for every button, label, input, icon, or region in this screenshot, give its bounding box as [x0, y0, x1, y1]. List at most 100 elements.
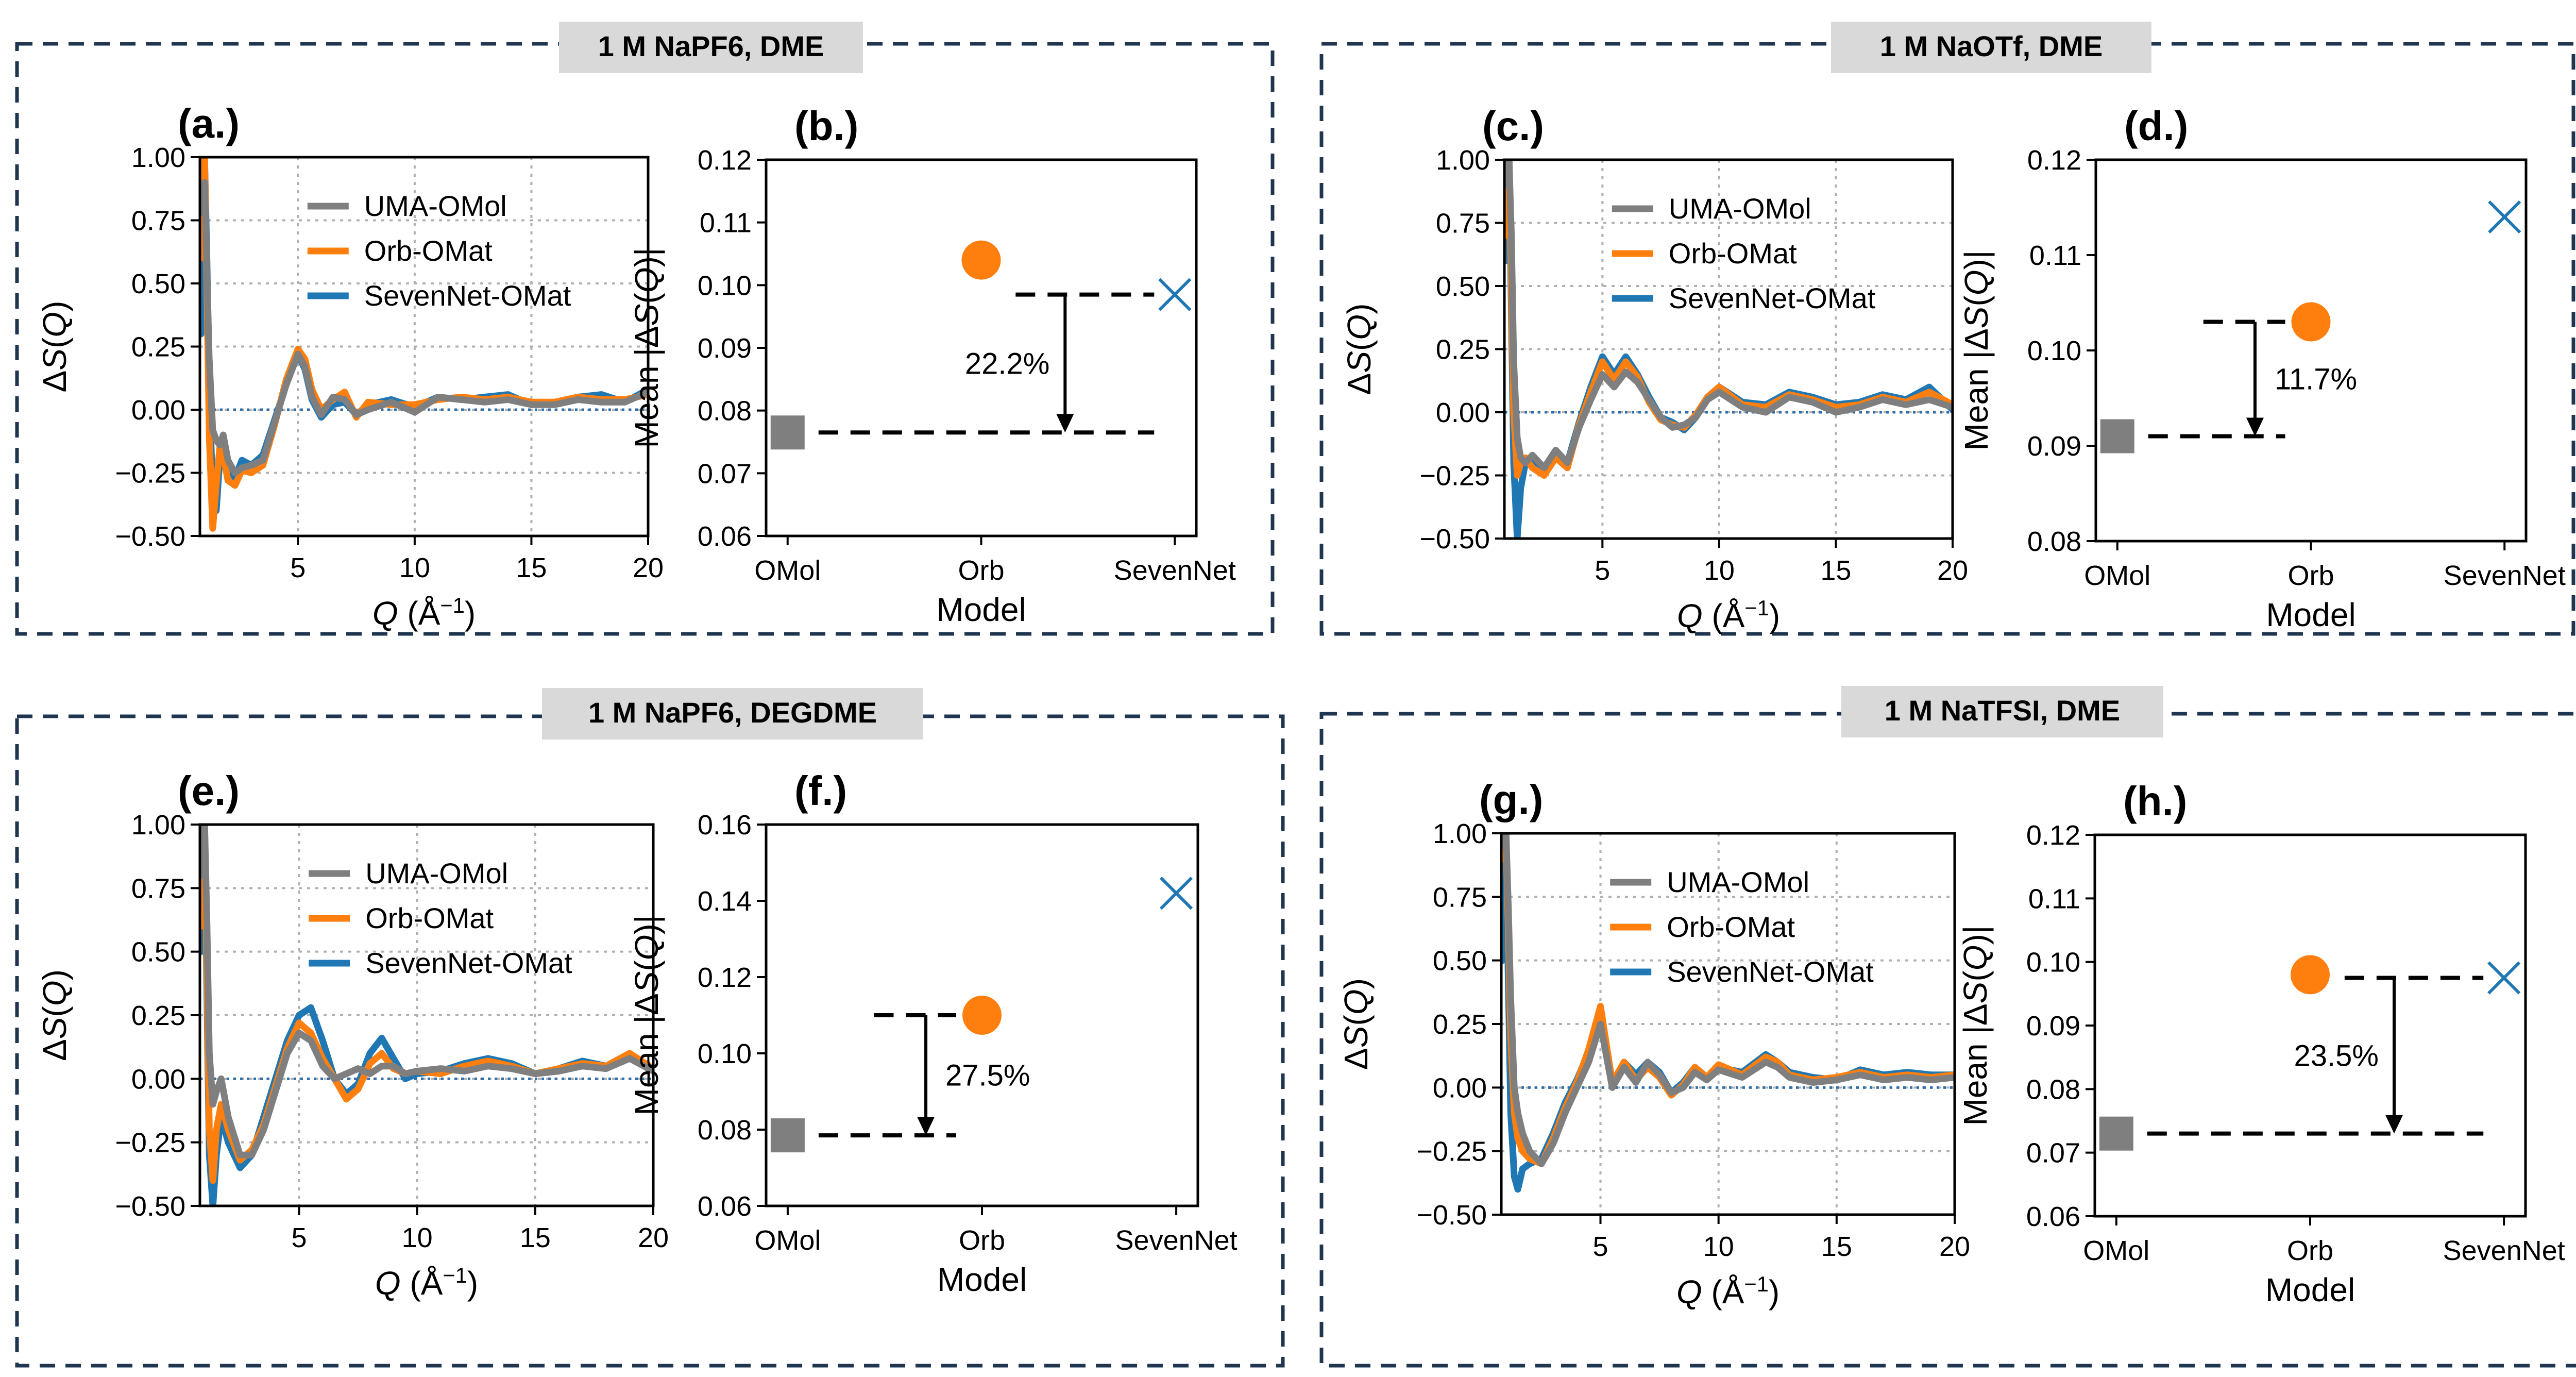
y-tick-label: 0.10: [698, 270, 752, 301]
group-title: 1 M NaTFSI, DME: [1885, 694, 2120, 727]
annotation-label: 27.5%: [945, 1059, 1030, 1093]
annotation-arrow-head: [2385, 1115, 2403, 1134]
x-tick-label: 10: [402, 1222, 433, 1253]
x-tick-label: 5: [290, 552, 306, 583]
y-tick-label: 0.25: [1436, 334, 1490, 365]
y-axis-label: Mean |ΔS(Q)|: [1958, 250, 1995, 451]
x-tick-label: 10: [1704, 555, 1735, 586]
category-label: OMol: [754, 555, 821, 586]
legend-label: Orb-OMat: [365, 902, 494, 934]
panel-label: (b.): [794, 103, 858, 149]
category-label: Orb: [959, 1225, 1005, 1256]
legend-label: SevenNet-OMat: [1669, 282, 1876, 314]
x-axis-label: Q (Å−1): [1677, 596, 1780, 634]
panel-label: (c.): [1482, 103, 1544, 149]
y-tick-label: 0.75: [131, 873, 185, 904]
y-axis-label: Mean |ΔS(Q)|: [628, 248, 665, 448]
panel-label: (a.): [178, 100, 240, 146]
y-tick-label: 0.12: [698, 145, 752, 176]
x-tick-label: 20: [633, 552, 664, 583]
x-tick-label: 20: [638, 1222, 669, 1253]
y-tick-label: −0.50: [115, 1191, 185, 1222]
y-tick-label: 1.00: [1433, 818, 1487, 849]
y-axis-label: ΔS(Q): [1341, 304, 1378, 395]
legend-label: UMA-OMol: [364, 190, 507, 222]
x-tick-label: 20: [1937, 555, 1968, 586]
y-tick-label: −0.50: [115, 521, 185, 552]
y-tick-label: 1.00: [1436, 145, 1490, 176]
y-axis-label: Mean |ΔS(Q)|: [1957, 926, 1994, 1126]
y-tick-label: 0.50: [1436, 271, 1490, 302]
category-label: SevenNet: [2444, 560, 2566, 591]
legend-label: SevenNet-OMat: [365, 947, 572, 979]
chart-group-2: 1 M NaPF6, DEGDME 5 10 15 20 −0.50 −0.25 0.00 0.…: [15, 688, 1285, 1368]
x-tick-label: 15: [1821, 1231, 1852, 1262]
chart-group-3: 1 M NaTFSI, DME 5 10 15 20 −0.50 −0.25 0.00 0.25…: [1319, 686, 2576, 1368]
marker-orb: [2291, 302, 2331, 342]
x-axis-label: Model: [2266, 596, 2355, 633]
legend-label: SevenNet-OMat: [1667, 955, 1874, 988]
annotation-label: 22.2%: [965, 347, 1049, 380]
y-tick-label: 0.09: [2026, 1011, 2080, 1042]
y-tick-label: 0.10: [698, 1038, 752, 1069]
legend-label: UMA-OMol: [365, 857, 508, 889]
y-tick-label: 0.09: [2027, 431, 2081, 462]
y-tick-label: 0.50: [1433, 946, 1487, 977]
y-tick-label: 1.00: [131, 142, 185, 173]
y-tick-label: −0.50: [1419, 524, 1490, 555]
x-tick-label: 20: [1939, 1231, 1970, 1262]
annotation-arrow-head: [1056, 414, 1074, 433]
x-axis-label: Q (Å−1): [1676, 1272, 1780, 1311]
y-tick-label: 0.10: [2026, 947, 2080, 978]
y-tick-label: 0.50: [131, 268, 185, 299]
legend-label: Orb-OMat: [364, 234, 493, 267]
chart-group-1: 1 M NaOTf, DME 5 10 15 20 −0.50 −0.25 0.00 0.25 0…: [1319, 22, 2575, 636]
annotation-label: 23.5%: [2294, 1039, 2379, 1073]
annotation-arrow-head: [917, 1117, 935, 1136]
series-line-uma-omol: [1504, 160, 1953, 472]
y-tick-label: 0.08: [2027, 526, 2081, 557]
axes-frame: [2094, 158, 2528, 543]
x-tick-label: 15: [520, 1222, 551, 1253]
marker-omol: [2100, 419, 2134, 454]
legend-label: Orb-OMat: [1669, 237, 1797, 270]
x-tick-label: 5: [1595, 555, 1610, 586]
category-label: Orb: [958, 555, 1004, 586]
x-axis-label: Q (Å−1): [372, 593, 476, 632]
x-tick-label: 10: [1703, 1231, 1734, 1262]
y-tick-label: 0.12: [2027, 145, 2081, 176]
marker-omol: [770, 415, 805, 450]
y-tick-label: 0.08: [698, 1115, 752, 1146]
series-line-uma-omol: [200, 179, 648, 476]
category-label: OMol: [754, 1225, 821, 1256]
line-panel: 5 10 15 20 −0.50 −0.25 0.00 0.25 0.50 0.75 1.00 Q (…: [1337, 777, 1970, 1311]
y-tick-label: −0.50: [1416, 1200, 1487, 1231]
y-tick-label: 0.07: [698, 458, 752, 489]
y-tick-label: 0.06: [698, 521, 752, 552]
y-tick-label: 0.09: [698, 333, 752, 364]
x-tick-label: 5: [1592, 1231, 1608, 1262]
y-tick-label: 0.08: [698, 396, 752, 427]
y-axis-label: Mean |ΔS(Q)|: [628, 915, 665, 1116]
y-tick-label: 0.12: [698, 962, 752, 993]
category-label: SevenNet: [1115, 1225, 1238, 1256]
marker-omol: [2099, 1116, 2133, 1151]
x-axis-label: Q (Å−1): [375, 1263, 478, 1302]
y-tick-label: −0.25: [1416, 1136, 1487, 1167]
legend-label: Orb-OMat: [1667, 911, 1795, 943]
y-tick-label: 0.07: [2026, 1138, 2080, 1169]
y-tick-label: −0.25: [115, 458, 185, 489]
y-axis-label: ΔS(Q): [36, 301, 73, 393]
y-tick-label: 0.75: [131, 206, 185, 237]
group-title-bg: [542, 688, 923, 740]
legend-label: SevenNet-OMat: [364, 279, 571, 312]
marker-orb: [962, 996, 1002, 1035]
y-tick-label: 0.25: [131, 332, 185, 363]
group-title-bg: [1841, 686, 2163, 737]
category-label: OMol: [2084, 560, 2150, 591]
y-tick-label: 0.12: [2026, 820, 2080, 851]
legend-label: UMA-OMol: [1669, 192, 1811, 225]
y-tick-label: 0.75: [1433, 882, 1487, 913]
y-tick-label: −0.25: [115, 1128, 185, 1158]
panel-label: (h.): [2123, 778, 2187, 824]
